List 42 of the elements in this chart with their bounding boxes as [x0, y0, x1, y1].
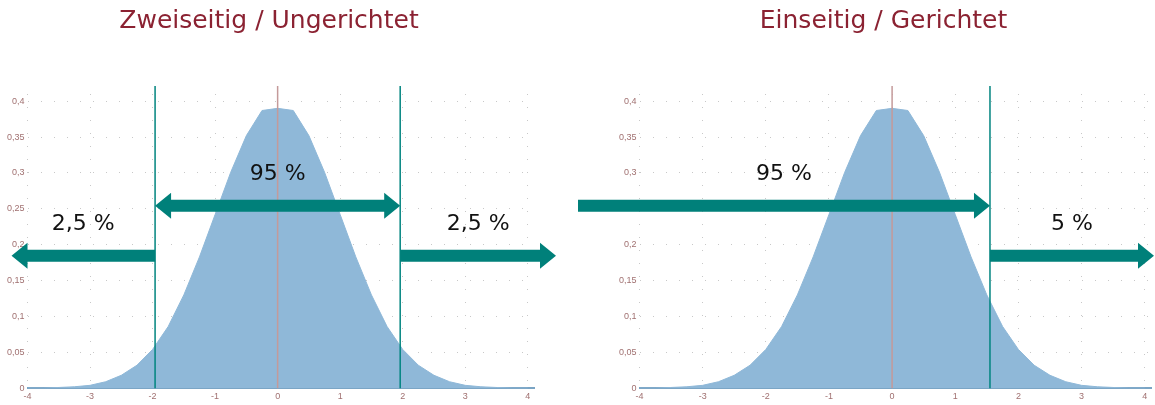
chart-title: Einseitig / Gerichtet [759, 4, 1008, 34]
y-tick-label: 0,35 [618, 131, 637, 142]
x-tick-label: -3 [86, 391, 95, 402]
annotation: 5 % [1051, 209, 1093, 235]
y-tick-label: 0,4 [624, 95, 637, 106]
x-tick-label: 1 [952, 391, 958, 402]
x-tick-label: -4 [635, 391, 644, 402]
annotation: 95 % [249, 159, 306, 185]
x-tick-label: 2 [1015, 391, 1021, 402]
y-tick-label: 0,35 [6, 131, 25, 142]
annotation: 2,5 % [51, 209, 115, 235]
x-tick-label: 3 [462, 391, 468, 402]
annotation: 95 % [756, 159, 812, 185]
chart-title: Zweiseitig / Ungerichtet [119, 4, 419, 34]
x-tick-label: 3 [1079, 391, 1085, 402]
y-tick-label: 0,15 [618, 275, 637, 286]
x-tick-label: -4 [23, 391, 32, 402]
y-tick-label: 0,25 [6, 203, 25, 214]
y-tick-label: 0,1 [624, 310, 637, 321]
x-tick-label: -1 [824, 391, 833, 402]
x-tick-label: -2 [148, 391, 157, 402]
y-tick-label: 0,3 [624, 167, 637, 178]
y-tick-label: 0,15 [6, 275, 25, 286]
y-tick-label: 0,2 [12, 239, 25, 250]
y-tick-label: 0,05 [618, 346, 637, 357]
x-tick-label: 1 [337, 391, 343, 402]
x-tick-label: 4 [525, 391, 531, 402]
y-tick-label: 0 [19, 382, 25, 393]
y-tick-label: 0 [631, 382, 637, 393]
annotation: 2,5 % [446, 209, 510, 235]
y-tick-label: 0,4 [12, 95, 25, 106]
y-tick-label: 0,1 [12, 310, 25, 321]
y-tick-label: 0,3 [12, 167, 25, 178]
y-tick-label: 0,05 [6, 346, 25, 357]
x-tick-label: 0 [275, 391, 281, 402]
x-tick-label: 4 [1142, 391, 1148, 402]
x-tick-label: -1 [211, 391, 220, 402]
y-tick-label: 0,2 [624, 239, 637, 250]
x-tick-label: 0 [889, 391, 895, 402]
x-tick-label: -2 [761, 391, 770, 402]
x-tick-label: -3 [698, 391, 707, 402]
x-tick-label: 2 [400, 391, 406, 402]
